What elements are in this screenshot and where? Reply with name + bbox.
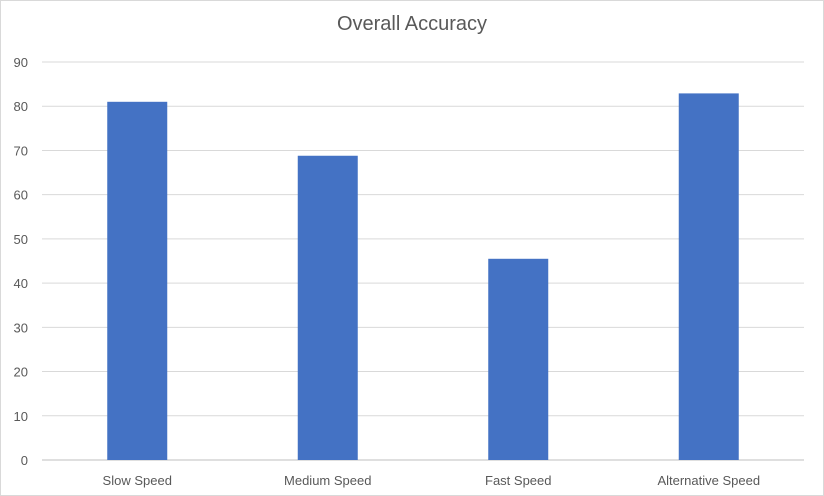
bar-alternative-speed xyxy=(678,93,739,461)
y-tick-label: 80 xyxy=(14,99,28,114)
x-tick-label: Medium Speed xyxy=(284,473,371,488)
x-tick-label: Fast Speed xyxy=(485,473,552,488)
chart-title: Overall Accuracy xyxy=(336,13,488,35)
gridlines xyxy=(42,61,804,461)
y-tick-label: 90 xyxy=(14,55,28,70)
bar-fast-speed xyxy=(488,258,549,460)
x-tick-label: Alternative Speed xyxy=(657,473,760,488)
bars xyxy=(107,93,739,461)
y-axis-ticks: 0 10 20 30 40 50 60 70 80 90 xyxy=(14,55,28,468)
y-tick-label: 10 xyxy=(14,409,28,424)
x-axis-ticks: Slow Speed Medium Speed Fast Speed Alternat… xyxy=(103,473,761,488)
x-tick-label: Slow Speed xyxy=(103,473,172,488)
bar-slow-speed xyxy=(107,101,168,461)
y-tick-label: 20 xyxy=(14,365,28,380)
y-tick-label: 60 xyxy=(14,188,28,203)
y-tick-label: 30 xyxy=(14,320,28,335)
y-tick-label: 70 xyxy=(14,143,28,158)
y-tick-label: 50 xyxy=(14,232,28,247)
y-tick-label: 0 xyxy=(21,453,28,468)
bar-medium-speed xyxy=(297,155,358,461)
y-tick-label: 40 xyxy=(14,276,28,291)
